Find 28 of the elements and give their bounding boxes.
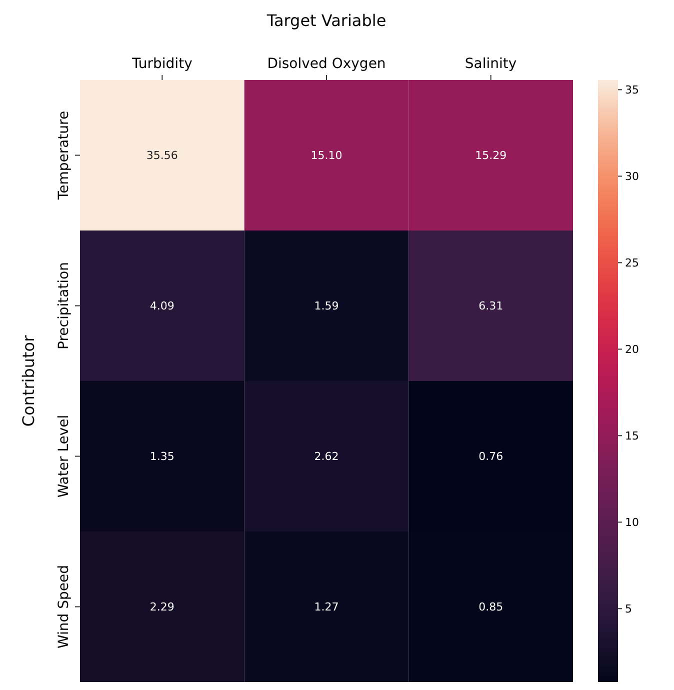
data-label: 15.10 xyxy=(310,149,342,162)
data-label: 0.76 xyxy=(478,450,504,464)
x-tick-label: Disolved Oxygen xyxy=(267,56,386,72)
y-axis-title: Contributor xyxy=(19,334,38,427)
color-bar-label: 35 xyxy=(625,84,639,97)
color-bar-label: 20 xyxy=(625,343,639,356)
data-label: 1.35 xyxy=(150,450,174,464)
x-tick-label: Salinity xyxy=(464,56,517,72)
color-bar-label: 15 xyxy=(625,430,639,443)
color-bar-label: 10 xyxy=(625,516,639,530)
data-label: 1.59 xyxy=(314,300,339,313)
color-bar-label: 30 xyxy=(625,170,639,184)
x-tick-label: Turbidity xyxy=(130,56,192,72)
data-label: 15.29 xyxy=(475,149,507,162)
data-label: 2.62 xyxy=(314,450,339,464)
data-label: 4.09 xyxy=(150,300,174,313)
data-label: 6.31 xyxy=(478,300,504,313)
y-tick-label: Wind Speed xyxy=(56,564,72,649)
data-label: 2.29 xyxy=(150,600,174,614)
y-tick-label: Water Level xyxy=(56,414,72,498)
color-bar-label: 5 xyxy=(625,602,632,616)
y-tick-label: Precipitation xyxy=(56,262,72,350)
chart-title: Target Variable xyxy=(266,11,386,30)
data-label: 1.27 xyxy=(314,600,339,614)
y-tick-label: Temperature xyxy=(56,110,72,201)
data-label: 35.56 xyxy=(146,149,178,162)
color-bar-label: 25 xyxy=(625,256,639,270)
data-label: 0.85 xyxy=(478,600,504,614)
